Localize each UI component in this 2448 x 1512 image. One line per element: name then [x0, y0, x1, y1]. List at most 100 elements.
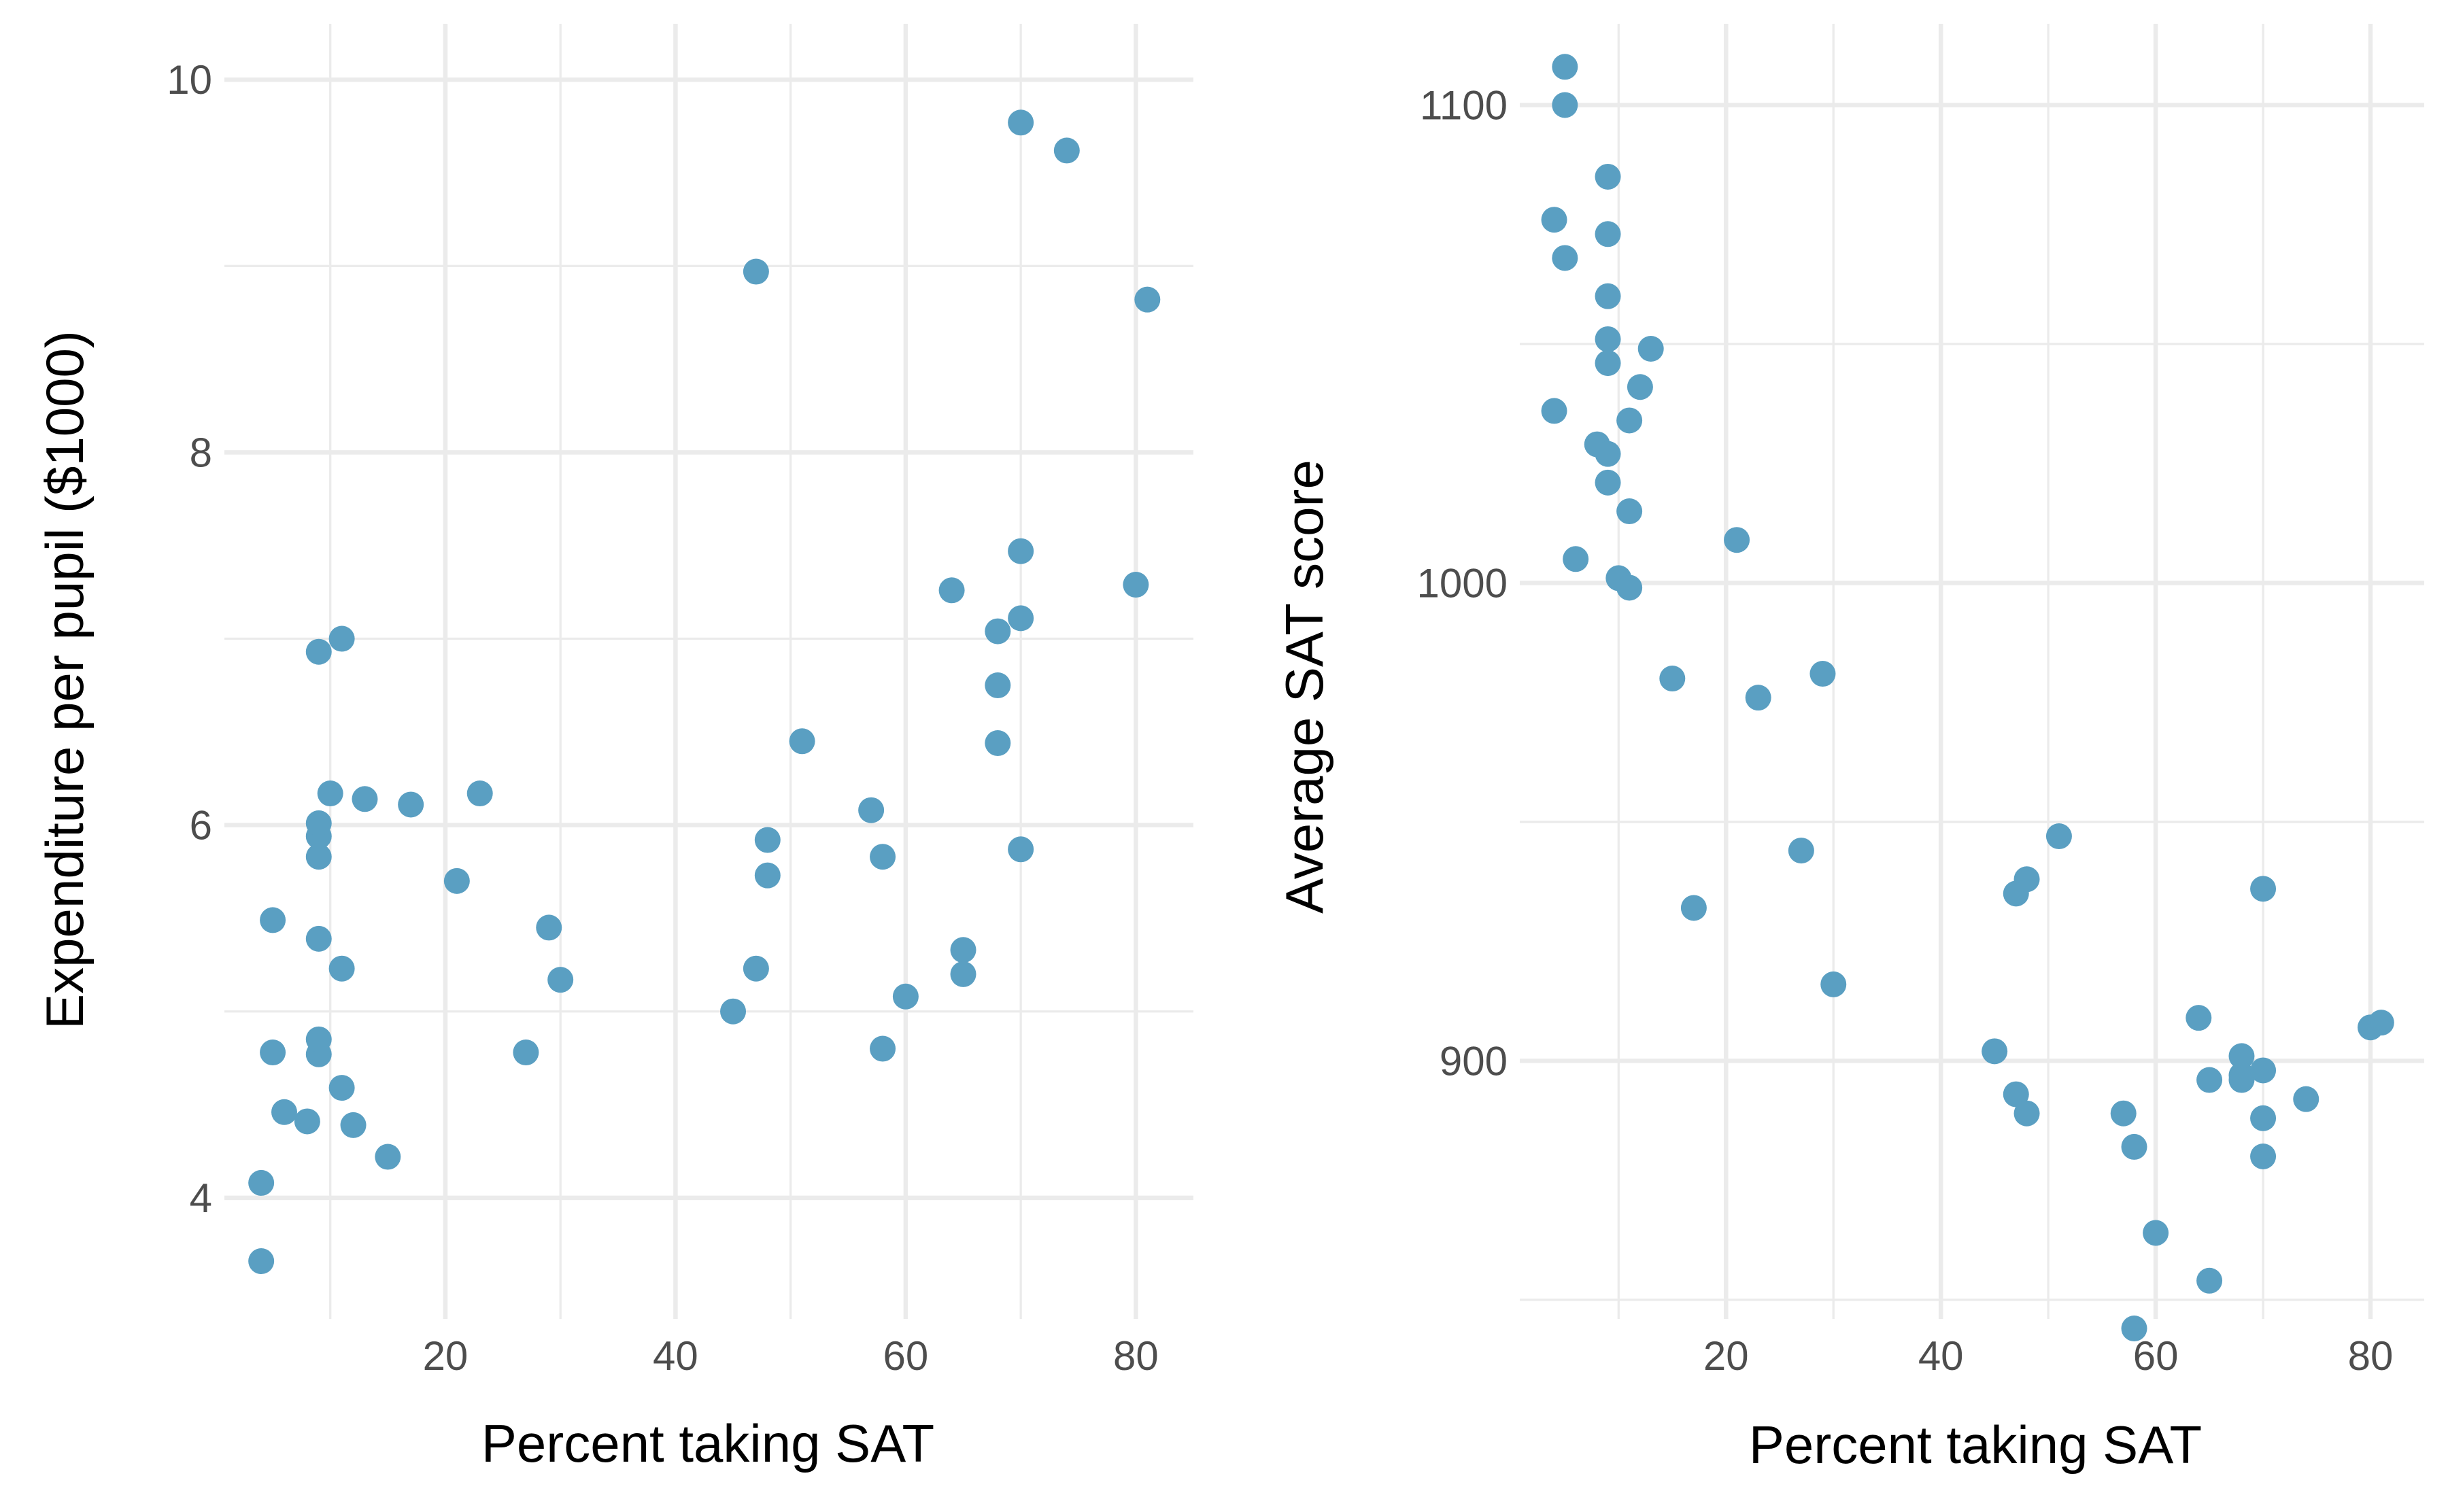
right-data-point	[2186, 1005, 2212, 1031]
left-data-point	[950, 937, 976, 963]
right-y-tick-label: 1100	[1420, 83, 1508, 128]
right-data-point	[2121, 1316, 2147, 1342]
left-data-point	[294, 1108, 320, 1135]
right-x-tick-label: 20	[1703, 1333, 1749, 1379]
left-data-point	[1008, 538, 1034, 564]
right-data-point	[1788, 838, 1814, 864]
right-data-point	[2293, 1086, 2319, 1112]
right-x-tick-label: 60	[2133, 1333, 2179, 1379]
right-data-point	[1809, 661, 1836, 687]
left-points	[248, 109, 1161, 1275]
left-data-point	[536, 914, 562, 941]
right-data-point	[1616, 498, 1643, 525]
right-data-point	[2250, 876, 2277, 902]
left-data-point	[328, 1075, 355, 1101]
right-data-point	[1563, 546, 1589, 572]
left-data-point	[328, 955, 355, 982]
left-data-point	[260, 907, 286, 933]
left-data-point	[743, 258, 769, 285]
right-data-point	[1595, 221, 1621, 247]
left-data-point	[754, 862, 781, 889]
left-data-point	[743, 955, 769, 982]
left-data-point	[1008, 109, 1034, 136]
right-data-point	[1595, 283, 1621, 309]
right-data-point	[1982, 1038, 2008, 1065]
right-data-point	[1595, 163, 1621, 190]
left-data-point	[950, 961, 976, 987]
left-data-point	[547, 967, 574, 993]
left-data-point	[870, 1035, 896, 1062]
right-data-point	[1616, 407, 1643, 434]
right-x-tick-label: 80	[2348, 1333, 2394, 1379]
left-y-tick-label: 8	[190, 430, 212, 475]
right-data-point	[1637, 336, 1664, 362]
right-data-point	[2121, 1133, 2147, 1160]
right-data-point	[1541, 398, 1567, 424]
left-x-tick-label: 60	[883, 1333, 929, 1379]
right-data-point	[1724, 527, 1750, 553]
right-data-point	[2368, 1010, 2394, 1036]
left-x-tick-labels: 20 40 60 80	[423, 1333, 1159, 1379]
left-data-point	[870, 844, 896, 870]
left-panel: 4 6 8 10 20 40 60 80 Percent taking SAT Expend…	[35, 24, 1193, 1473]
right-data-point	[2228, 1067, 2255, 1093]
left-data-point	[317, 780, 343, 807]
right-data-point	[2250, 1143, 2277, 1169]
left-data-point	[305, 810, 332, 836]
left-data-point	[260, 1040, 286, 1066]
right-data-point	[1552, 245, 1578, 271]
left-data-point	[305, 638, 332, 665]
right-x-tick-labels: 20 40 60 80	[1703, 1333, 2393, 1379]
left-data-point	[858, 797, 885, 823]
left-x-tick-label: 20	[423, 1333, 469, 1379]
left-data-point	[754, 827, 781, 853]
left-y-tick-labels: 4 6 8 10	[167, 57, 212, 1221]
left-data-point	[443, 867, 470, 894]
right-data-point	[1680, 895, 1707, 921]
right-y-axis-title: Average SAT score	[1274, 460, 1334, 914]
right-points	[1541, 54, 2394, 1342]
left-data-point	[789, 728, 815, 755]
right-data-point	[1541, 207, 1567, 233]
right-data-point	[2045, 823, 2072, 850]
left-data-point	[1008, 605, 1034, 632]
left-data-point	[892, 983, 919, 1010]
right-data-point	[1595, 469, 1621, 496]
left-data-point	[513, 1040, 539, 1066]
right-data-point	[2196, 1067, 2223, 1093]
right-data-point	[2013, 1100, 2040, 1127]
left-y-tick-label: 4	[190, 1175, 212, 1221]
left-y-axis-title: Expenditure per pupil ($1000)	[35, 330, 95, 1029]
right-data-point	[2110, 1100, 2137, 1127]
left-data-point	[305, 1026, 332, 1052]
right-data-point	[2013, 866, 2040, 893]
right-data-point	[1552, 54, 1578, 80]
right-y-tick-label: 900	[1440, 1038, 1508, 1084]
right-data-point	[1595, 441, 1621, 467]
right-data-point	[1820, 971, 1847, 997]
right-data-point	[1595, 350, 1621, 377]
left-data-point	[1134, 286, 1161, 313]
left-data-point	[720, 998, 747, 1025]
right-y-tick-label: 1000	[1417, 560, 1508, 606]
left-data-point	[305, 925, 332, 952]
left-data-point	[985, 672, 1011, 699]
left-data-point	[248, 1169, 275, 1196]
right-data-point	[1595, 326, 1621, 352]
left-x-axis-title: Percent taking SAT	[481, 1413, 934, 1473]
left-data-point	[1123, 572, 1149, 598]
left-data-point	[1008, 836, 1034, 863]
left-data-point	[938, 577, 965, 604]
right-data-point	[1627, 374, 1653, 400]
right-data-point	[1659, 666, 1686, 692]
right-y-tick-labels: 900 1000 1100	[1417, 83, 1508, 1084]
right-data-point	[2250, 1105, 2277, 1131]
left-y-tick-label: 10	[167, 57, 212, 103]
left-x-tick-label: 40	[653, 1333, 698, 1379]
left-data-point	[340, 1112, 367, 1138]
right-data-point	[1552, 92, 1578, 118]
right-data-point	[2003, 1081, 2029, 1107]
